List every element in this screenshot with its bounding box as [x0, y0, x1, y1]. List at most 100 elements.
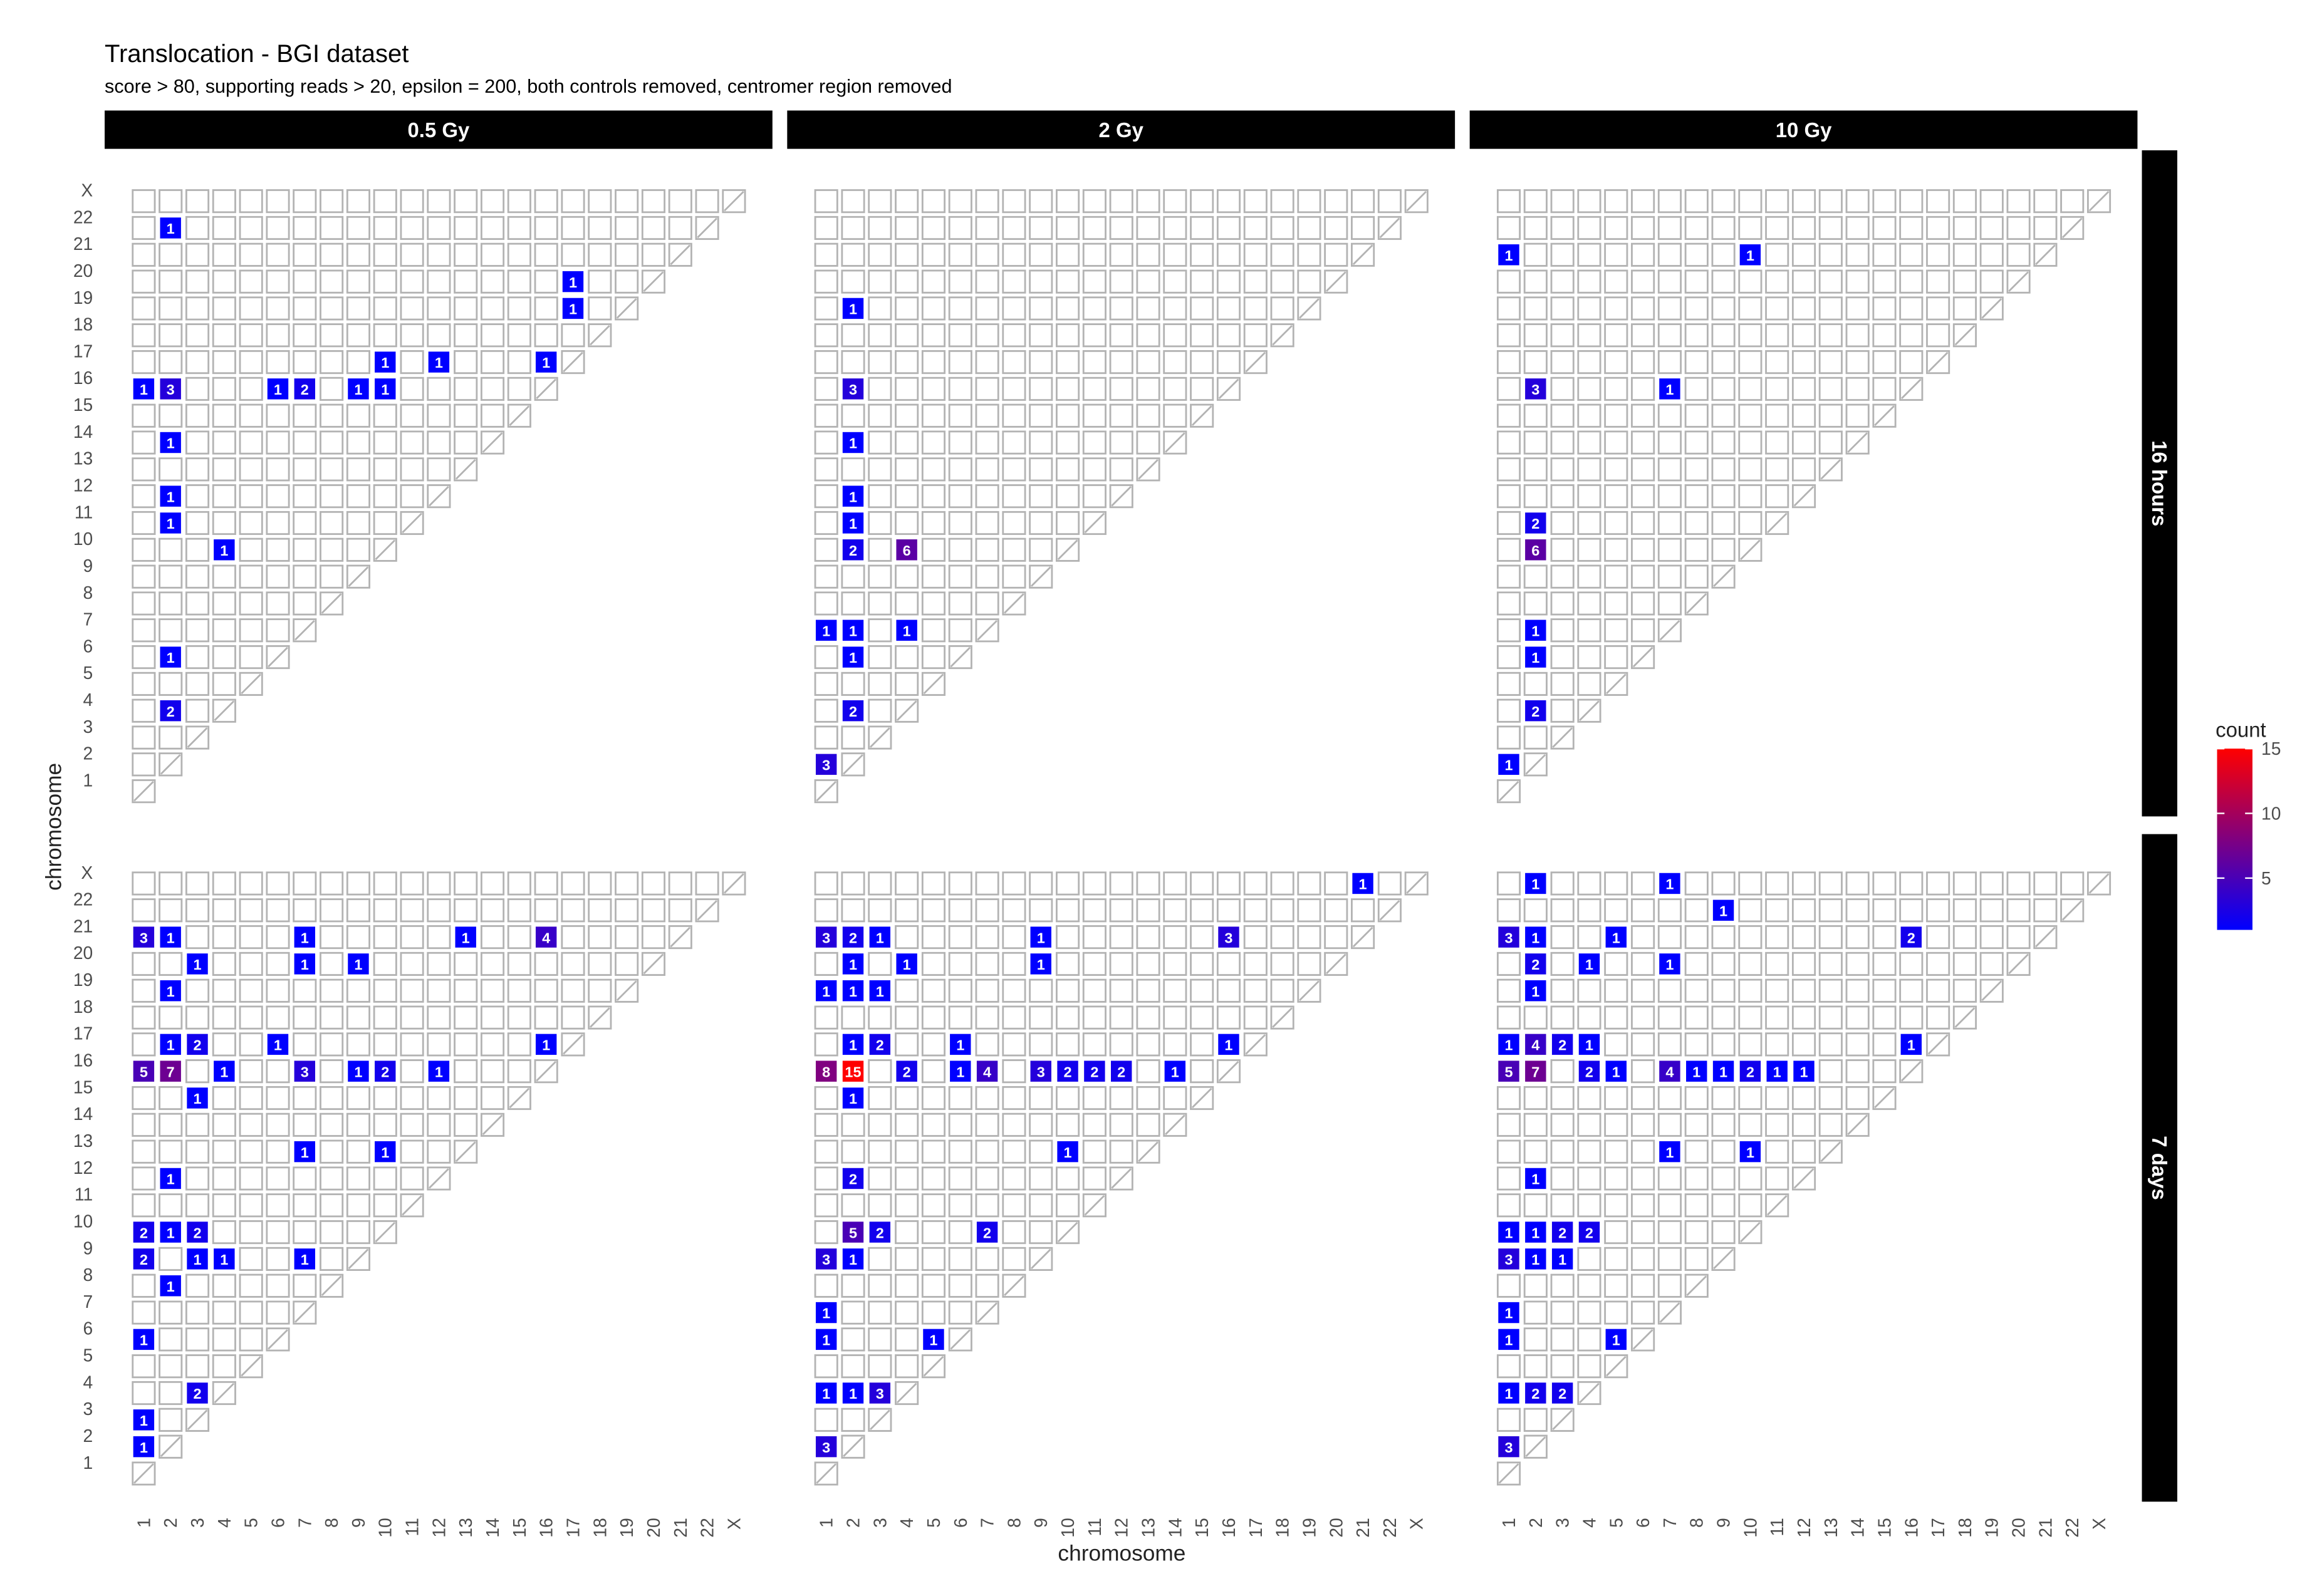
cell-value-label: 1: [140, 381, 148, 398]
empty-cell: [400, 403, 424, 428]
empty-cell: [1872, 323, 1897, 348]
empty-cell: [975, 323, 999, 348]
empty-cell: [1496, 564, 1521, 589]
empty-cell: [561, 898, 585, 923]
empty-cell: [1845, 323, 1870, 348]
empty-cell: [1631, 510, 1655, 536]
empty-cell: [1523, 242, 1548, 267]
empty-cell: [841, 323, 865, 348]
empty-cell: [1002, 1220, 1026, 1245]
empty-cell: [212, 1273, 236, 1298]
empty-cell: [1604, 242, 1628, 267]
empty-cell: [1711, 978, 1736, 1003]
diagonal-cell: [868, 725, 892, 750]
empty-cell: [695, 189, 719, 214]
empty-cell: [814, 269, 838, 294]
cell-value-label: 1: [1907, 1037, 1915, 1054]
empty-cell: [293, 1086, 317, 1111]
empty-cell: [2006, 925, 2031, 950]
empty-cell: [1899, 350, 1924, 375]
heatmap-cell: [1217, 1032, 1241, 1056]
heatmap-cell: [132, 925, 155, 949]
empty-cell: [320, 350, 344, 375]
empty-cell: [868, 951, 892, 976]
empty-cell: [1297, 871, 1321, 896]
empty-cell: [1523, 1139, 1548, 1164]
empty-cell: [159, 1407, 183, 1432]
empty-cell: [1109, 1086, 1133, 1111]
empty-cell: [534, 978, 558, 1003]
empty-cell: [1136, 323, 1160, 348]
empty-cell: [1604, 591, 1628, 616]
empty-cell: [1056, 484, 1080, 509]
empty-cell: [1577, 1246, 1601, 1271]
empty-cell: [239, 591, 263, 616]
y-tick-label: 19: [73, 970, 93, 990]
empty-cell: [1243, 296, 1268, 321]
diagonal-cell: [868, 1407, 892, 1432]
heatmap-cell: [1738, 1140, 1762, 1164]
empty-cell: [346, 1166, 371, 1191]
empty-cell: [1496, 725, 1521, 750]
empty-cell: [948, 269, 972, 294]
empty-cell: [1029, 871, 1053, 896]
empty-cell: [868, 671, 892, 696]
empty-cell: [1738, 484, 1763, 509]
empty-cell: [895, 269, 919, 294]
empty-cell: [1270, 242, 1294, 267]
heatmap-cell: [1551, 1247, 1575, 1271]
empty-cell: [346, 269, 371, 294]
empty-cell: [427, 457, 451, 482]
empty-cell: [1738, 350, 1763, 375]
empty-cell: [1082, 1112, 1107, 1137]
empty-cell: [1631, 1273, 1655, 1298]
empty-cell: [1190, 215, 1214, 241]
cell-value-label: 1: [381, 355, 389, 371]
empty-cell: [2033, 215, 2058, 241]
empty-cell: [1550, 951, 1575, 976]
empty-cell: [921, 1220, 946, 1245]
heatmap-cell: [1497, 1381, 1521, 1405]
empty-cell: [841, 1300, 865, 1325]
heatmap-cell: [132, 377, 155, 401]
empty-cell: [480, 1032, 505, 1057]
empty-cell: [400, 1086, 424, 1111]
empty-cell: [868, 350, 892, 375]
empty-cell: [293, 591, 317, 616]
empty-cell: [159, 1327, 183, 1352]
empty-cell: [921, 951, 946, 976]
cell-value-label: 1: [542, 1037, 550, 1054]
empty-cell: [1765, 215, 1789, 241]
diagonal-cell: [1604, 671, 1628, 696]
heatmap-cell: [185, 952, 209, 976]
empty-cell: [185, 925, 210, 950]
empty-cell: [1791, 1112, 1816, 1137]
heatmap-cell: [1658, 871, 1682, 896]
empty-cell: [1765, 376, 1789, 401]
empty-cell: [841, 725, 865, 750]
x-tick-label: 14: [482, 1518, 503, 1537]
empty-cell: [1631, 215, 1655, 241]
empty-cell: [1002, 1246, 1026, 1271]
empty-cell: [1926, 951, 1950, 976]
empty-cell: [1002, 403, 1026, 428]
diagonal-cell: [841, 1434, 865, 1459]
empty-cell: [1684, 430, 1709, 455]
empty-cell: [346, 1220, 371, 1245]
diagonal-slash: [1057, 539, 1078, 561]
empty-cell: [212, 1139, 236, 1164]
empty-cell: [1818, 871, 1843, 896]
cell-value-label: 1: [903, 623, 911, 639]
cell-value-label: 1: [1037, 930, 1045, 946]
y-tick-label: 22: [73, 889, 93, 909]
empty-cell: [1657, 510, 1682, 536]
diagonal-cell: [1738, 537, 1763, 562]
diagonal-cell: [1979, 296, 2004, 321]
diagonal-slash: [1299, 980, 1320, 1002]
empty-cell: [1872, 350, 1897, 375]
diagonal-slash: [1713, 566, 1734, 587]
diagonal-slash: [1272, 324, 1293, 346]
empty-cell: [266, 350, 290, 375]
diagonal-slash: [923, 673, 944, 695]
empty-cell: [921, 618, 946, 643]
